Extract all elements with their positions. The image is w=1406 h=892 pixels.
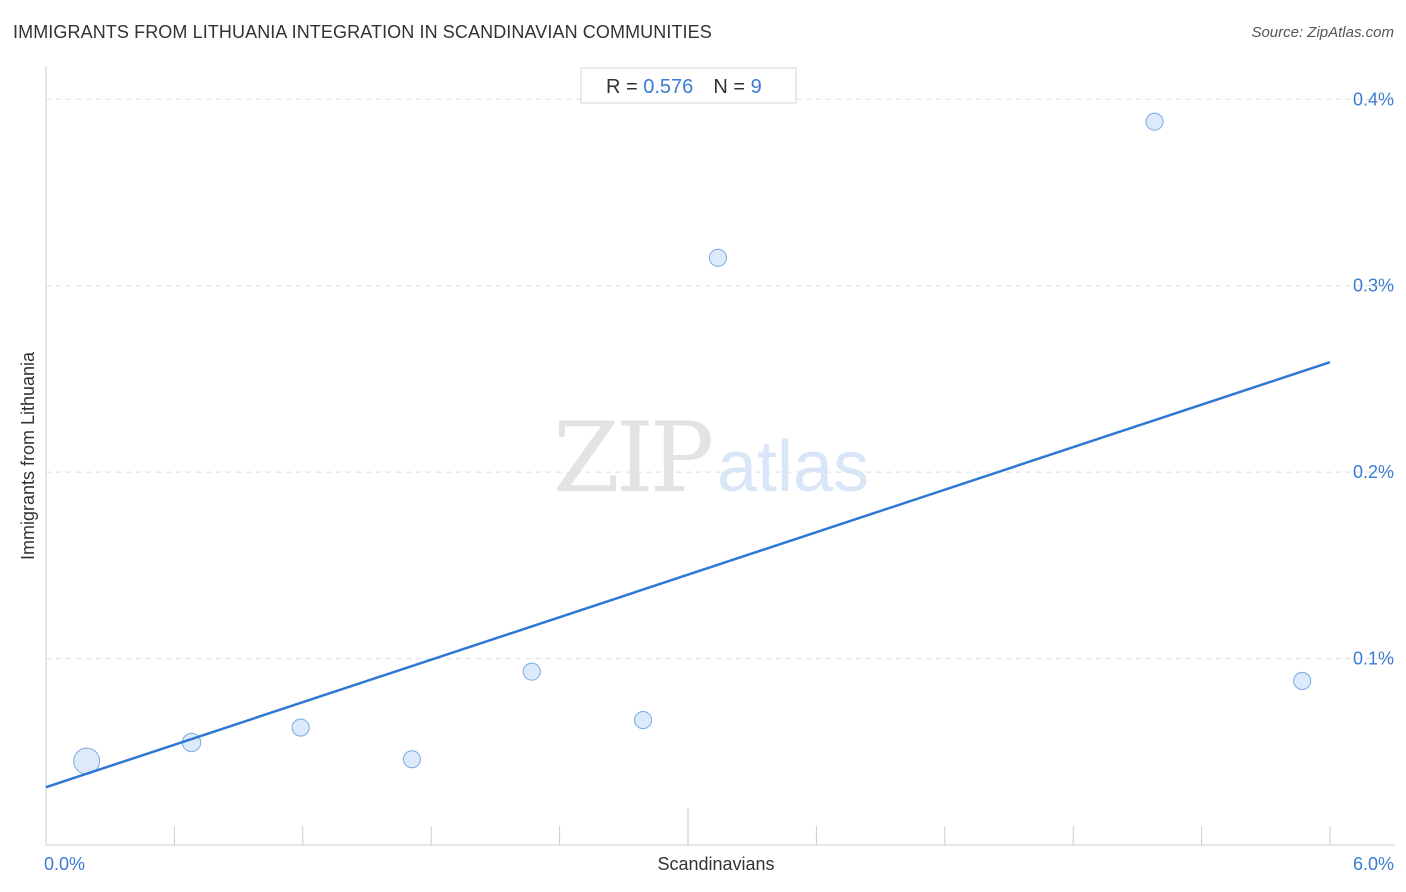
data-point: [522, 662, 541, 681]
tick-labels: 0.1% 0.2% 0.3% 0.4% 0.0% 6.0%: [44, 89, 1394, 874]
r-label: R =: [606, 76, 643, 98]
trendline-layer: [45, 360, 1331, 789]
watermark-zip: ZIP: [553, 402, 712, 514]
x-axis-label: Scandinavians: [657, 854, 774, 874]
n-label: N =: [713, 76, 750, 98]
y-axis-label: Immigrants from Lithuania: [18, 351, 38, 560]
watermark-atlas: atlas: [717, 427, 869, 507]
x-axis-ticks: [173, 808, 1331, 845]
data-point: [708, 248, 728, 267]
y-tick-label: 0.4%: [1353, 89, 1394, 109]
n-value: 9: [751, 76, 762, 98]
trendline: [45, 360, 1331, 789]
data-point: [291, 718, 310, 737]
watermark: ZIP atlas: [553, 402, 869, 514]
data-points: [73, 112, 1312, 775]
r-value: 0.576: [643, 76, 693, 98]
grid-lines: [46, 98, 1395, 660]
data-point: [1145, 112, 1164, 131]
y-tick-label: 0.2%: [1353, 462, 1394, 482]
axes: [45, 66, 1395, 846]
source-credit: Source: ZipAtlas.com: [1251, 24, 1394, 41]
data-point: [402, 750, 421, 769]
y-tick-label: 0.3%: [1353, 276, 1394, 296]
chart-title: IMMIGRANTS FROM LITHUANIA INTEGRATION IN…: [13, 22, 712, 42]
x-tick-label: 6.0%: [1353, 854, 1394, 874]
stats-box-frame: [580, 67, 797, 104]
y-tick-label: 0.1%: [1353, 649, 1394, 669]
data-point: [1293, 671, 1312, 690]
x-tick-label: 0.0%: [44, 854, 85, 874]
stats-box: R = 0.576 N = 9: [580, 67, 797, 104]
data-point: [634, 711, 653, 730]
